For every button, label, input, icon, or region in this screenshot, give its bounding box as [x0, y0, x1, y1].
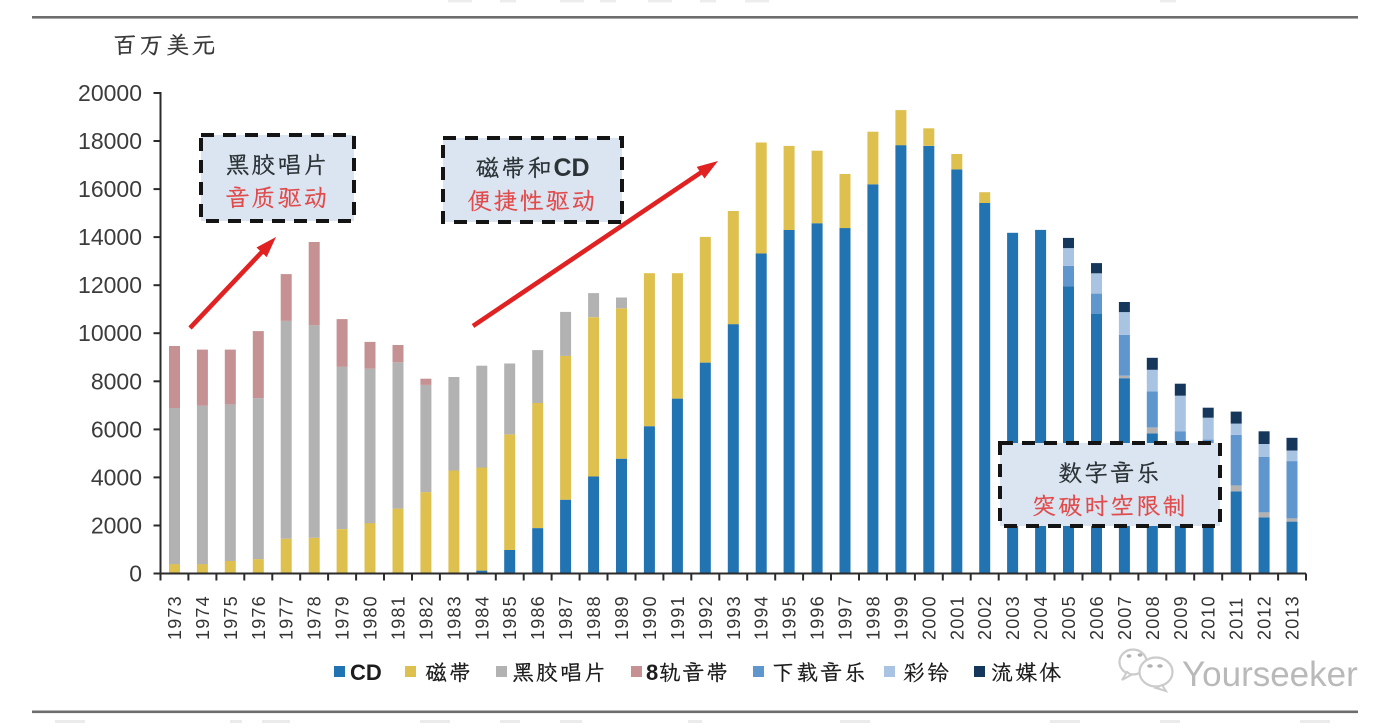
svg-text:2008: 2008 [1143, 595, 1163, 640]
svg-text:1995: 1995 [780, 595, 800, 640]
svg-text:1982: 1982 [416, 595, 436, 640]
svg-text:8000: 8000 [91, 368, 142, 394]
svg-text:16000: 16000 [78, 176, 142, 202]
svg-text:1984: 1984 [472, 595, 492, 640]
svg-text:CD: CD [554, 154, 590, 182]
svg-text:6000: 6000 [91, 416, 142, 442]
svg-text:10000: 10000 [78, 320, 142, 346]
svg-text:1977: 1977 [277, 595, 297, 640]
svg-text:2012: 2012 [1255, 595, 1275, 640]
svg-text:2001: 2001 [947, 595, 967, 640]
svg-text:1991: 1991 [668, 595, 688, 640]
svg-text:2003: 2003 [1003, 595, 1023, 640]
svg-text:12000: 12000 [78, 272, 142, 298]
svg-text:1975: 1975 [221, 595, 241, 640]
svg-text:1974: 1974 [193, 595, 213, 640]
svg-text:CD: CD [350, 660, 382, 685]
svg-text:14000: 14000 [78, 224, 142, 250]
svg-text:1985: 1985 [500, 595, 520, 640]
svg-text:1997: 1997 [836, 595, 856, 640]
svg-text:2000: 2000 [91, 513, 142, 539]
svg-text:4000: 4000 [91, 464, 142, 490]
svg-text:20000: 20000 [78, 80, 142, 106]
svg-text:1986: 1986 [528, 595, 548, 640]
svg-text:18000: 18000 [78, 128, 142, 154]
svg-text:8: 8 [646, 660, 658, 685]
svg-text:Yourseeker: Yourseeker [1182, 655, 1358, 694]
svg-text:1973: 1973 [165, 595, 185, 640]
svg-text:1987: 1987 [556, 595, 576, 640]
svg-text:2005: 2005 [1059, 595, 1079, 640]
svg-text:1993: 1993 [724, 595, 744, 640]
svg-text:1990: 1990 [640, 595, 660, 640]
svg-text:1996: 1996 [808, 595, 828, 640]
svg-text:2009: 2009 [1171, 595, 1191, 640]
svg-text:1998: 1998 [863, 595, 883, 640]
svg-text:1999: 1999 [891, 595, 911, 640]
svg-text:1983: 1983 [444, 595, 464, 640]
svg-text:1989: 1989 [612, 595, 632, 640]
svg-text:1978: 1978 [305, 595, 325, 640]
svg-text:0: 0 [129, 561, 142, 587]
svg-text:1980: 1980 [361, 595, 381, 640]
svg-text:2007: 2007 [1115, 595, 1135, 640]
svg-text:1992: 1992 [696, 595, 716, 640]
svg-text:2004: 2004 [1031, 595, 1051, 640]
svg-text:2002: 2002 [975, 595, 995, 640]
svg-text:2010: 2010 [1199, 595, 1219, 640]
svg-text:2000: 2000 [919, 595, 939, 640]
svg-text:2013: 2013 [1283, 595, 1303, 640]
svg-text:2011: 2011 [1227, 596, 1247, 640]
svg-text:1979: 1979 [333, 595, 353, 640]
svg-text:2006: 2006 [1087, 595, 1107, 640]
svg-text:1988: 1988 [584, 595, 604, 640]
svg-text:1976: 1976 [249, 595, 269, 640]
svg-text:1981: 1981 [389, 595, 409, 640]
svg-text:1994: 1994 [752, 595, 772, 640]
